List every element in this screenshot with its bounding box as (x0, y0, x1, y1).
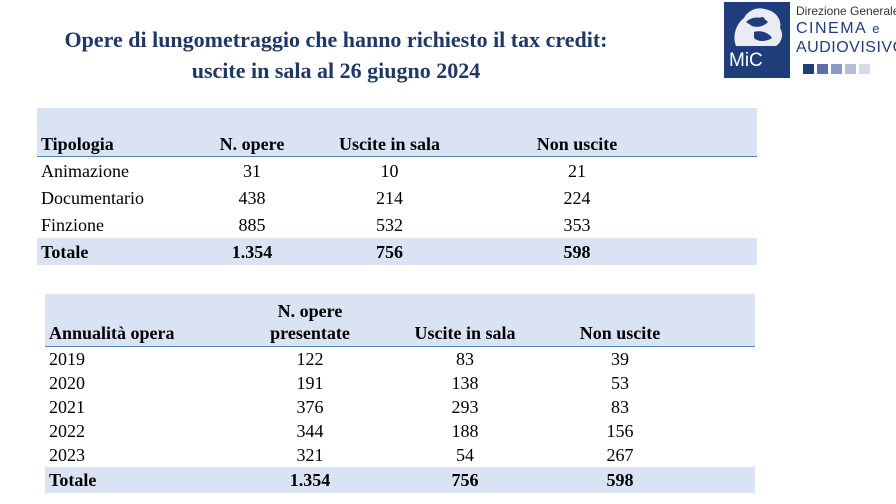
table-cell: 267 (606, 445, 634, 465)
logo-square (859, 64, 870, 74)
table-cell: 293 (451, 397, 479, 417)
table-cell: 2023 (49, 445, 85, 465)
table-header-row: Annualità opera N. opere presentate Usci… (45, 294, 755, 347)
total-cell (695, 467, 755, 493)
total-cell: 1.354 (289, 470, 331, 490)
logo-e: e (872, 21, 880, 36)
table-cell (695, 419, 755, 443)
table-cell: 2022 (49, 421, 85, 441)
column-header: Uscite in sala (385, 294, 545, 347)
page-title: Opere di lungometraggio che hanno richie… (0, 24, 672, 86)
table-cell: Documentario (41, 187, 144, 208)
table-cell: 376 (296, 397, 324, 417)
title-line-2: uscite in sala al 26 giugno 2024 (191, 58, 481, 83)
table-cell (695, 395, 755, 419)
table-cell (695, 371, 755, 395)
total-cell: 598 (563, 241, 591, 262)
mic-logo: MiC Direzione Generale CINEMA e AUDIOVIS… (724, 2, 896, 78)
table-cell: 438 (238, 187, 266, 208)
column-header: Annualità opera (45, 294, 235, 347)
logo-line-3: AUDIOVISIVO (796, 39, 896, 56)
logo-squares (803, 64, 895, 74)
table-row: Documentario 438 214 224 (37, 184, 757, 211)
table-total-row: Totale 1.354 756 598 (45, 467, 755, 493)
table-total-row: Totale 1.354 756 598 (37, 238, 757, 265)
logo-square (831, 64, 842, 74)
logo-square (803, 64, 814, 74)
logo-line-1: Direzione Generale (796, 4, 896, 18)
column-header: N. opere presentate (235, 294, 385, 347)
total-cell: 598 (606, 470, 634, 490)
table-cell: 21 (568, 160, 586, 181)
total-cell (692, 238, 757, 265)
table-cell: 156 (606, 421, 634, 441)
table-cell: 83 (611, 397, 629, 417)
column-header: Non uscite (545, 294, 695, 347)
column-header-line: presentate (270, 323, 350, 343)
table-cell (692, 211, 757, 238)
table-cell (695, 443, 755, 467)
table-row: 2020 191 138 53 (45, 371, 755, 395)
header-filler (695, 294, 755, 347)
sculpture-icon (734, 8, 783, 47)
table-row: Animazione 31 10 21 (37, 157, 757, 185)
table-cell: 39 (611, 349, 629, 369)
table-cell: Animazione (41, 160, 129, 181)
total-cell: 756 (451, 470, 479, 490)
table-cell (692, 184, 757, 211)
logo-text: Direzione Generale CINEMA e AUDIOVISIVO (796, 4, 896, 57)
table-cell (692, 157, 757, 185)
table-cell: 224 (563, 187, 591, 208)
table-row: Finzione 885 532 353 (37, 211, 757, 238)
table-cell: 83 (456, 349, 474, 369)
table-cell: 2021 (49, 397, 85, 417)
table-cell: Finzione (41, 214, 104, 235)
logo-square (845, 64, 856, 74)
column-header: Tipologia (37, 108, 187, 157)
table-cell: 188 (451, 421, 479, 441)
total-cell: Totale (41, 241, 89, 262)
total-cell: 1.354 (231, 241, 273, 262)
column-header: Non uscite (462, 108, 692, 157)
table-row: 2019 122 83 39 (45, 347, 755, 372)
table-cell (695, 347, 755, 372)
table-cell: 532 (376, 214, 403, 235)
column-header-line: N. opere (277, 301, 343, 321)
column-header: Uscite in sala (317, 108, 462, 157)
table-cell: 54 (456, 445, 474, 465)
table-row: 2023 321 54 267 (45, 443, 755, 467)
table-cell: 885 (238, 214, 266, 235)
total-cell: Totale (49, 470, 97, 490)
logo-square (817, 64, 828, 74)
table-cell: 353 (563, 214, 591, 235)
table-cell: 321 (296, 445, 324, 465)
table-cell: 53 (611, 373, 629, 393)
table-cell: 10 (380, 160, 399, 181)
table-cell: 344 (296, 421, 324, 441)
logo-cinema: CINEMA (796, 20, 867, 37)
table-cell: 191 (296, 373, 324, 393)
annualita-table: Annualità opera N. opere presentate Usci… (45, 294, 755, 493)
table-cell: 138 (451, 373, 479, 393)
total-cell: 756 (376, 241, 403, 262)
table-cell: 2019 (49, 349, 85, 369)
table-cell: 2020 (49, 373, 85, 393)
table-cell: 31 (243, 160, 261, 181)
logo-line-2: CINEMA e (796, 19, 896, 38)
logo-mic-text: MiC (729, 50, 763, 71)
table-cell: 122 (296, 349, 324, 369)
logo-emblem: MiC (724, 2, 790, 78)
tipologia-table: Tipologia N. opere Uscite in sala Non us… (37, 108, 757, 265)
table-header-row: Tipologia N. opere Uscite in sala Non us… (37, 108, 757, 157)
table-cell: 214 (376, 187, 403, 208)
title-line-1: Opere di lungometraggio che hanno richie… (64, 27, 608, 52)
header-filler (692, 108, 757, 157)
column-header: N. opere (187, 108, 317, 157)
table-row: 2022 344 188 156 (45, 419, 755, 443)
table-row: 2021 376 293 83 (45, 395, 755, 419)
